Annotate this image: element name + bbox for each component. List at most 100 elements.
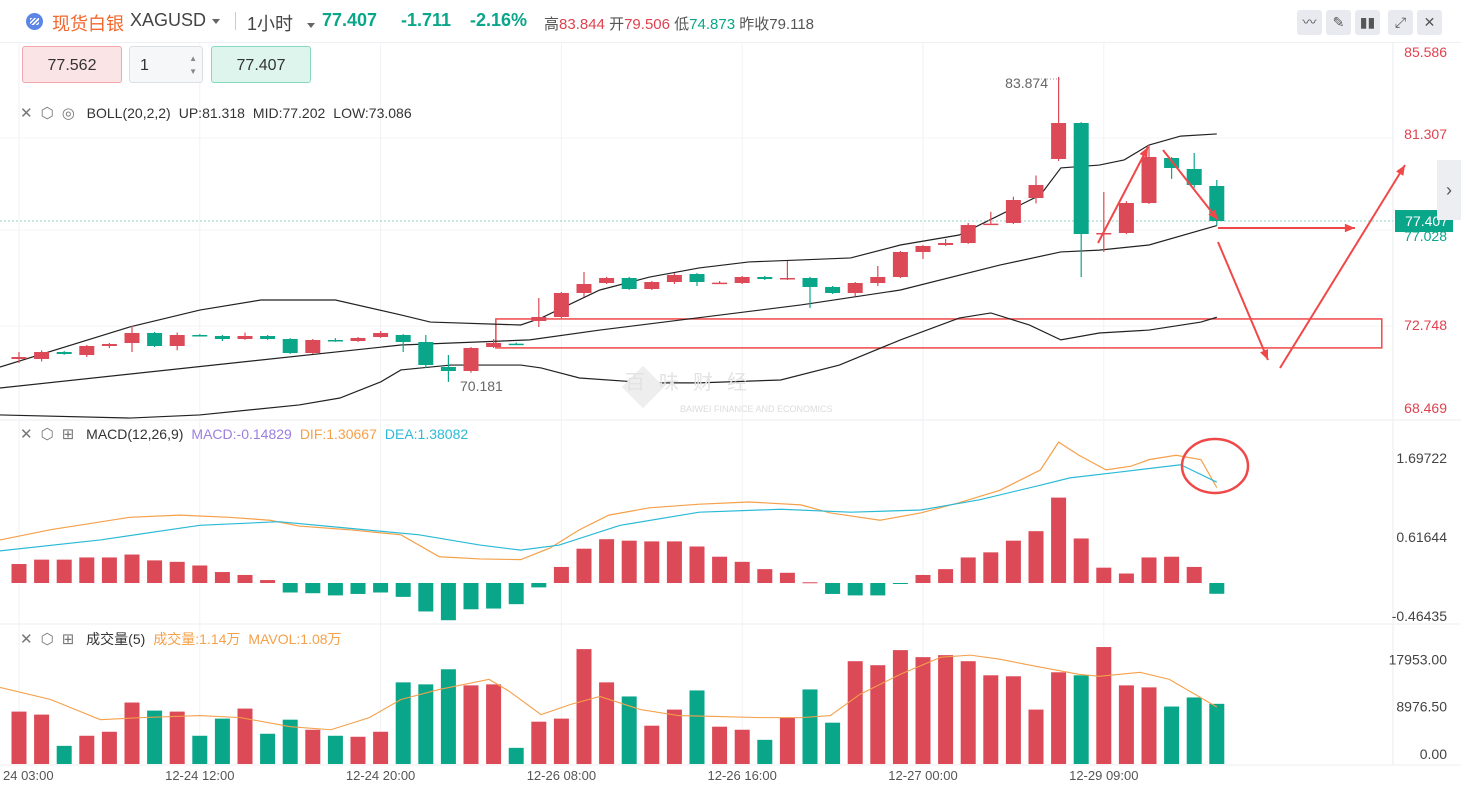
close-icon: ✕ [1423,14,1436,30]
macd-histogram-bar [350,583,366,594]
buy-button[interactable]: 77.407 [211,46,311,83]
candle-body [757,276,773,279]
macd-histogram-bar [983,552,999,583]
volume-bar [395,682,411,764]
macd-histogram-bar [1073,538,1089,583]
settings-icon[interactable]: ⬡ [40,631,54,648]
arrow-head-icon [1260,349,1268,360]
stepper-arrows-icon[interactable]: ▲ ▼ [189,54,197,76]
close-icon[interactable]: ✕ [20,105,33,122]
close-icon[interactable]: ✕ [20,426,33,443]
macd-name: MACD(12,26,9) [86,426,184,442]
symbol-header: 现货白银 XAGUSD 1小时 77.407 -1.711 -2.16% 高83… [0,0,1461,43]
fullscreen-button[interactable]: ⤢ [1388,10,1413,35]
macd-histogram-bar [1118,573,1134,583]
low-value: 74.873 [689,16,736,33]
macd-histogram-bar [915,574,931,583]
watermark-subtext: BAIWEI FINANCE AND ECONOMICS [680,404,833,414]
candle-body [79,345,95,356]
time-label: 12-26 16:00 [707,768,776,783]
volume-bar [870,665,886,764]
eye-icon[interactable]: ◎ [61,105,75,122]
volume-bar [802,689,818,764]
add-icon[interactable]: ⊞ [61,426,75,443]
chart-type-button[interactable]: ▮▮ [1355,10,1380,35]
volume-bar [1164,706,1180,764]
time-label: 12-24 12:00 [165,768,234,783]
candle-body [870,276,886,284]
dif-value: DIF:1.30667 [299,426,377,442]
macd-histogram-bar [1209,583,1225,594]
price-change-percent: -2.16% [470,10,528,30]
candle-body [712,282,728,285]
indicator-button[interactable]: 〰 [1297,10,1322,35]
candle-body [124,332,140,344]
macd-histogram-bar [373,583,389,593]
instrument-name: 现货白银 [52,14,124,34]
boll-legend: ✕ ⬡ ◎ BOLL(20,2,2) UP:81.318 MID:77.202 LOW:7… [20,104,420,122]
last-price: 77.407 [322,10,378,30]
volume-axis-label: 0.00 [1420,746,1447,762]
candle-body [1141,156,1157,204]
collapse-panel-button[interactable]: › [1437,160,1461,220]
macd-histogram-bar [599,539,615,583]
macd-histogram-bar [1005,540,1021,583]
price-axis-label: 85.586 [1404,44,1447,60]
price-change: -1.711 [401,10,452,30]
macd-histogram-bar [395,583,411,597]
sell-button[interactable]: 77.562 [22,46,122,83]
candle-body [486,343,502,347]
macd-histogram-bar [101,557,117,583]
interval-selector[interactable]: 1小时 [247,10,316,36]
candle-body [1028,185,1044,198]
time-label: 12-29 09:00 [1069,768,1138,783]
candle-body [779,277,795,280]
symbol-selector[interactable]: XAGUSD [130,10,221,31]
open-label: 开 [609,16,625,33]
draw-button[interactable]: ✎ [1326,10,1351,35]
macd-axis-label: -0.46435 [1392,608,1447,624]
candle-body [508,343,524,346]
volume-bar [915,657,931,764]
time-label: 12-27 00:00 [888,768,957,783]
close-icon[interactable]: ✕ [20,631,33,648]
low-label: 低 [674,16,690,33]
settings-icon[interactable]: ⬡ [40,105,54,122]
candle-body [147,332,163,346]
boll-mid-line [0,225,1217,389]
macd-histogram-bar [1141,557,1157,583]
boll-lower-line [0,312,1217,419]
macd-histogram-bar [576,548,592,583]
macd-histogram-bar [802,582,818,584]
candle-body [101,343,117,346]
mavol-value: MAVOL:1.08万 [248,631,342,647]
macd-histogram-bar [1164,556,1180,583]
dea-line [0,464,1218,552]
settings-icon[interactable]: ⬡ [40,426,54,443]
watermark-text: 百味财经 [625,372,761,394]
candle-body [11,356,27,359]
quantity-stepper[interactable]: 1 ▲ ▼ [129,46,203,83]
macd-histogram-bar [282,583,298,593]
high-label: 高 [544,16,560,33]
support-zone-box [495,318,1383,349]
macd-histogram-bar [56,559,72,583]
prev-close-label: 昨收 [739,16,770,33]
stats: 高83.844 开79.506 低74.873 昨收79.118 [544,13,814,34]
volume-bar [847,661,863,764]
time-label: 24 03:00 [3,768,54,783]
candle-body [531,316,547,322]
volume-bar [644,725,660,764]
macd-histogram-bar [847,583,863,596]
candle-body [644,282,660,289]
candle-body [892,252,908,277]
mavol-line [0,654,1218,731]
open-value: 79.506 [624,16,670,33]
volume-bar [305,729,321,764]
add-icon[interactable]: ⊞ [61,631,75,648]
macd-histogram-bar [644,541,660,583]
close-button[interactable]: ✕ [1417,10,1442,35]
volume-bar [621,696,637,764]
price-axis-label: 68.469 [1404,400,1447,416]
